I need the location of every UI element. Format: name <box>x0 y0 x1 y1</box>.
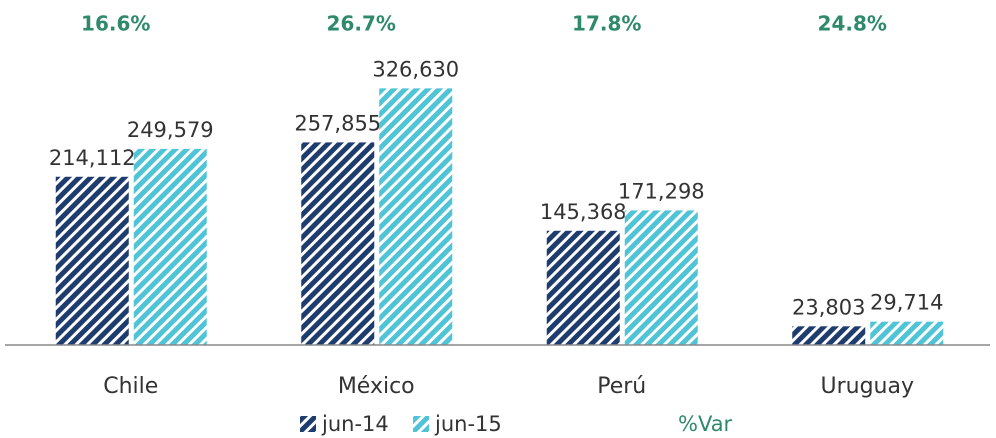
bar <box>55 176 129 345</box>
value-label: 249,579 <box>127 118 214 142</box>
x-tick-label: Chile <box>103 374 158 399</box>
value-label: 214,112 <box>49 146 136 170</box>
x-tick-label: México <box>338 374 415 399</box>
value-label: 171,298 <box>618 179 705 203</box>
legend-label: jun-14 <box>321 412 389 436</box>
bar <box>301 142 375 345</box>
legend-swatch <box>413 416 429 432</box>
pct-var-label: 24.8% <box>818 12 887 36</box>
bar <box>379 88 453 345</box>
x-tick-label: Perú <box>597 374 646 399</box>
value-label: 145,368 <box>540 200 627 224</box>
pct-var-label: 17.8% <box>572 12 641 36</box>
pct-var-label: 16.6% <box>81 12 150 36</box>
bar <box>870 321 944 345</box>
value-label: 29,714 <box>870 291 943 315</box>
bar <box>624 210 698 345</box>
bar <box>792 326 866 345</box>
legend-label: %Var <box>678 412 733 436</box>
value-label: 326,630 <box>372 57 459 81</box>
pct-var-label: 26.7% <box>327 12 396 36</box>
value-label: 257,855 <box>294 111 381 135</box>
value-label: 23,803 <box>792 295 865 319</box>
legend-swatch <box>300 416 316 432</box>
legend-label: jun-15 <box>434 412 502 436</box>
bar <box>133 148 207 345</box>
bar <box>546 230 620 345</box>
x-tick-label: Uruguay <box>821 374 915 399</box>
